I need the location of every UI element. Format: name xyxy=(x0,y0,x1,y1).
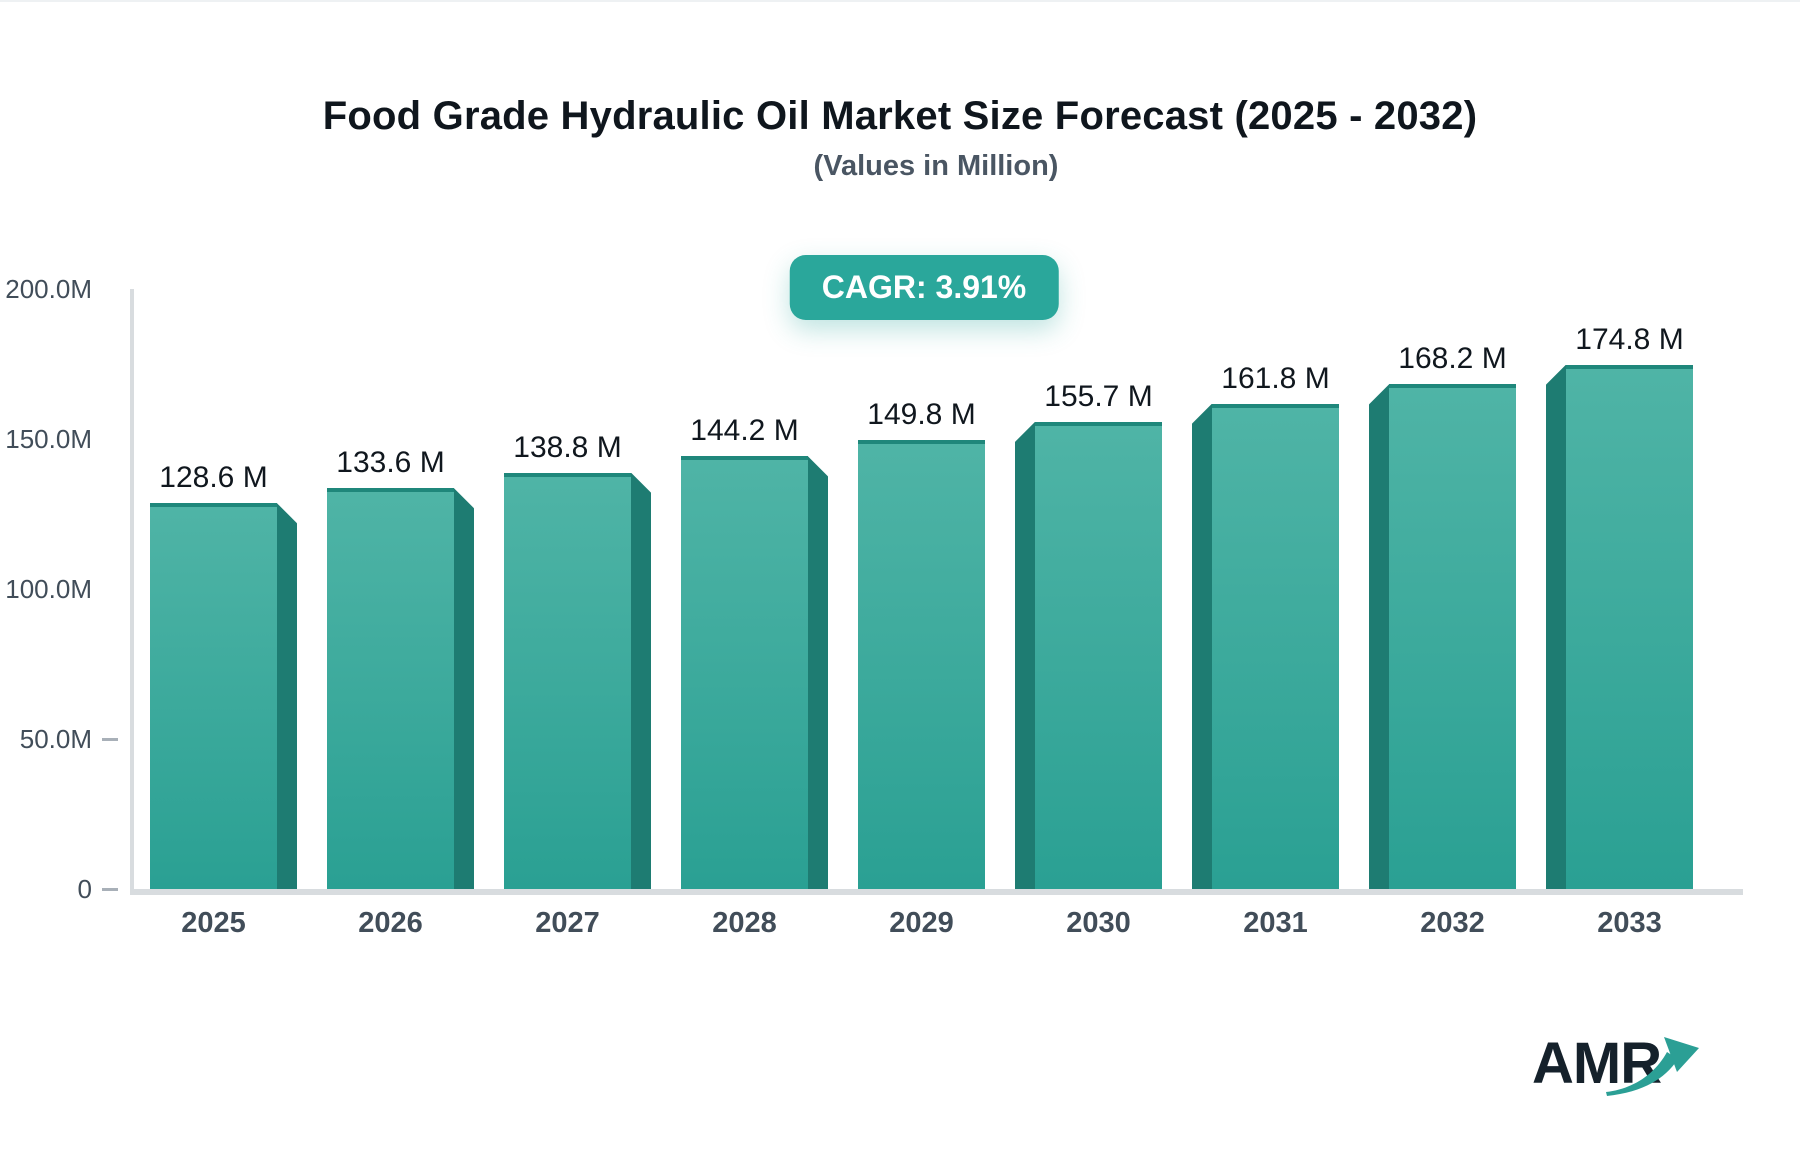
bar-face xyxy=(1566,364,1693,889)
bar-group: 144.2 M 2028 xyxy=(681,414,828,939)
bar-side-face xyxy=(808,456,828,889)
bar-value-label: 138.8 M xyxy=(513,430,622,464)
bar-group: 133.6 M 2026 xyxy=(327,446,474,939)
bar-value-label: 174.8 M xyxy=(1575,322,1684,356)
bar-group: 128.6 M 2025 xyxy=(150,461,297,939)
amr-logo: AMR xyxy=(1532,1030,1722,1120)
y-axis-label: 50.0M xyxy=(19,724,92,754)
bar-group: 174.8 M 2033 xyxy=(1546,323,1693,939)
bar-face xyxy=(150,503,277,889)
bar-face xyxy=(1389,384,1516,889)
bar-face xyxy=(1035,421,1162,889)
y-axis-tick xyxy=(102,738,118,741)
bar-year-label: 2025 xyxy=(181,907,246,939)
bar-value-label: 144.2 M xyxy=(690,414,799,448)
y-axis-label: 0 xyxy=(77,874,92,904)
bar-face xyxy=(858,439,985,889)
bar-year-label: 2030 xyxy=(1066,907,1131,939)
bar-side-face xyxy=(277,503,297,889)
page-title: Food Grade Hydraulic Oil Market Size For… xyxy=(322,94,1478,138)
trend-arrow-icon xyxy=(1606,1037,1699,1096)
bar-side-face xyxy=(631,472,651,889)
bar-side-face xyxy=(1369,384,1389,889)
bar-year-label: 2033 xyxy=(1597,907,1662,939)
bar-group: 149.8 M 2029 xyxy=(858,398,985,939)
chart-subtitle: (Values in Million) xyxy=(813,150,1059,182)
y-axis-label: 200.0M xyxy=(5,274,92,304)
chart-plot: 200.0M 150.0M 100.0M 50.0M 0 128.6 M 2025 13… xyxy=(5,274,1743,939)
bar-group: 155.7 M 2030 xyxy=(1015,380,1162,939)
bar-value-label: 155.7 M xyxy=(1044,379,1153,413)
bar-side-face xyxy=(1192,403,1212,889)
bar-year-label: 2026 xyxy=(358,907,423,939)
bar-value-label: 149.8 M xyxy=(867,397,976,431)
bar-year-label: 2028 xyxy=(712,907,777,939)
bar-side-face xyxy=(454,488,474,889)
cagr-badge: CAGR: 3.91% xyxy=(789,255,1059,320)
bar-value-label: 161.8 M xyxy=(1221,361,1330,395)
bar-face xyxy=(681,456,808,889)
bar-face xyxy=(504,472,631,889)
bar-side-face xyxy=(1015,421,1035,889)
bar-face xyxy=(1212,403,1339,889)
bar-group: 168.2 M 2032 xyxy=(1369,342,1516,939)
bar-value-label: 168.2 M xyxy=(1398,342,1507,376)
y-axis-tick xyxy=(102,888,118,891)
bar-year-label: 2027 xyxy=(535,907,600,939)
y-axis-label: 100.0M xyxy=(5,574,92,604)
bar-year-label: 2031 xyxy=(1243,907,1308,939)
y-axis-line xyxy=(130,289,134,895)
bar-value-label: 128.6 M xyxy=(159,461,268,495)
bar-value-label: 133.6 M xyxy=(336,446,445,480)
y-axis-label: 150.0M xyxy=(5,424,92,454)
bar-year-label: 2032 xyxy=(1420,907,1485,939)
bar-year-label: 2029 xyxy=(889,907,954,939)
x-axis-line xyxy=(130,889,1743,895)
bar-group: 161.8 M 2031 xyxy=(1192,362,1339,939)
bar-group: 138.8 M 2027 xyxy=(504,431,651,939)
bar-side-face xyxy=(1546,364,1566,889)
bar-face xyxy=(327,488,454,889)
